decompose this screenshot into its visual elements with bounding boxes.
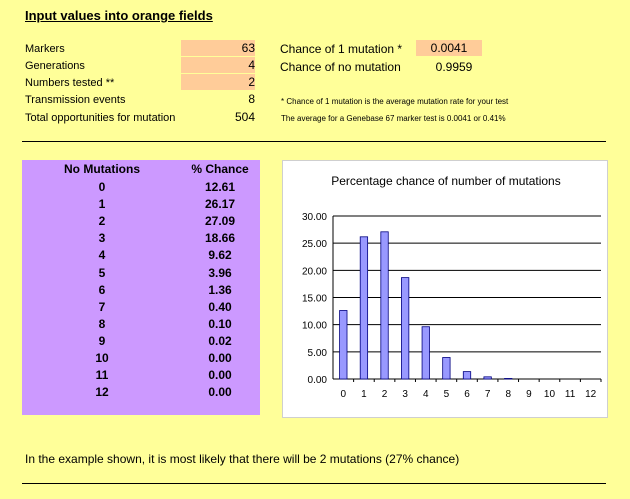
generations-field[interactable]: 4: [181, 57, 255, 73]
x-tick-label: 11: [565, 389, 576, 400]
table-cell-chance: 0.02: [208, 333, 232, 348]
mutation-rate-note: * Chance of 1 mutation is the average mu…: [281, 97, 509, 106]
y-tick-label: 0.00: [308, 375, 328, 386]
mutation-chart: Percentage chance of number of mutations…: [282, 160, 608, 418]
x-tick-label: 5: [444, 389, 450, 400]
x-tick-label: 10: [544, 389, 556, 400]
x-tick-label: 1: [361, 389, 367, 400]
table-cell-chance: 9.62: [208, 248, 232, 263]
bar: [462, 371, 472, 380]
markers-label: Markers: [25, 43, 65, 55]
table-cell-mutations: 2: [98, 214, 106, 229]
x-tick-label: 8: [505, 389, 511, 400]
table-cell-mutations: 12: [95, 385, 109, 400]
table-cell-chance: 12.61: [204, 180, 236, 194]
table-cell-mutations: 0: [98, 180, 106, 194]
bar: [421, 326, 430, 380]
table-cell-mutations: 3: [98, 231, 106, 246]
x-tick-label: 2: [382, 389, 388, 400]
table-cell-chance: 1.36: [208, 282, 232, 297]
table-cell-mutations: 10: [95, 351, 109, 365]
y-tick-label: 10.00: [302, 321, 327, 332]
y-tick-label: 30.00: [302, 212, 327, 223]
chance-one-mutation-field[interactable]: 0.0041: [416, 40, 482, 56]
bar: [442, 357, 451, 380]
table-cell-mutations: 7: [98, 299, 106, 314]
genebase-average-note: The average for a Genebase 67 marker tes…: [281, 114, 506, 123]
table-cell-chance: 0.00: [208, 351, 232, 365]
generations-label: Generations: [25, 60, 85, 72]
divider-bottom: [22, 483, 606, 484]
table-cell-mutations: 6: [98, 282, 106, 297]
chance-one-mutation-label: Chance of 1 mutation *: [280, 42, 403, 56]
markers-field[interactable]: 63: [181, 40, 255, 56]
bar: [380, 231, 389, 380]
chart-title: Percentage chance of number of mutations: [331, 174, 560, 188]
x-tick-label: 9: [526, 389, 532, 400]
transmission-events-label: Transmission events: [25, 94, 126, 106]
col-header-mutations: No Mutations: [64, 162, 140, 176]
chart-svg: Percentage chance of number of mutations…: [302, 174, 602, 400]
table-cell-mutations: 1: [98, 197, 106, 212]
results-table: No Mutations % Chance 0 12.61 1 26.17 2 27.09…: [22, 160, 260, 415]
x-tick-label: 6: [464, 389, 470, 400]
table-cell-mutations: 8: [98, 316, 106, 331]
col-header-chance: % Chance: [191, 162, 249, 176]
bar: [504, 378, 513, 380]
table-cell-chance: 3.96: [208, 265, 232, 280]
total-opportunities-label: Total opportunities for mutation: [25, 112, 176, 124]
table-cell-chance: 18.66: [204, 231, 236, 246]
numbers-tested-field[interactable]: 2: [181, 74, 255, 90]
chance-no-mutation-label: Chance of no mutation: [280, 60, 401, 74]
table-cell-chance: 0.00: [208, 385, 232, 400]
x-tick-label: 3: [402, 389, 408, 400]
total-opportunities-value: 504: [234, 110, 255, 124]
table-cell-mutations: 11: [95, 368, 109, 383]
table-cell-chance: 0.10: [208, 316, 232, 331]
y-tick-label: 15.00: [302, 294, 327, 305]
table-cell-mutations: 5: [98, 265, 106, 280]
x-tick-label: 0: [341, 389, 347, 400]
divider-top: [22, 141, 606, 142]
page-title: Input values into orange fields: [25, 8, 213, 23]
bar: [359, 236, 369, 380]
y-tick-label: 20.00: [302, 266, 327, 277]
transmission-events-value: 8: [248, 92, 255, 106]
table-cell-chance: 26.17: [204, 197, 236, 212]
conclusion-text: In the example shown, it is most likely …: [25, 452, 460, 466]
bar: [339, 310, 348, 380]
bar: [401, 277, 410, 380]
bar: [483, 376, 492, 380]
table-cell-mutations: 9: [98, 333, 106, 348]
table-cell-chance: 0.40: [208, 299, 232, 314]
table-cell-chance: 0.00: [208, 368, 232, 383]
x-tick-label: 4: [423, 389, 429, 400]
table-cell-chance: 27.09: [204, 214, 236, 229]
table-cell-mutations: 4: [98, 248, 106, 263]
x-tick-label: 12: [585, 389, 597, 400]
x-tick-label: 7: [485, 389, 491, 400]
numbers-tested-label: Numbers tested **: [25, 77, 115, 89]
chance-no-mutation-value: 0.9959: [435, 60, 473, 74]
y-tick-label: 25.00: [302, 239, 327, 250]
y-tick-label: 5.00: [308, 348, 328, 359]
